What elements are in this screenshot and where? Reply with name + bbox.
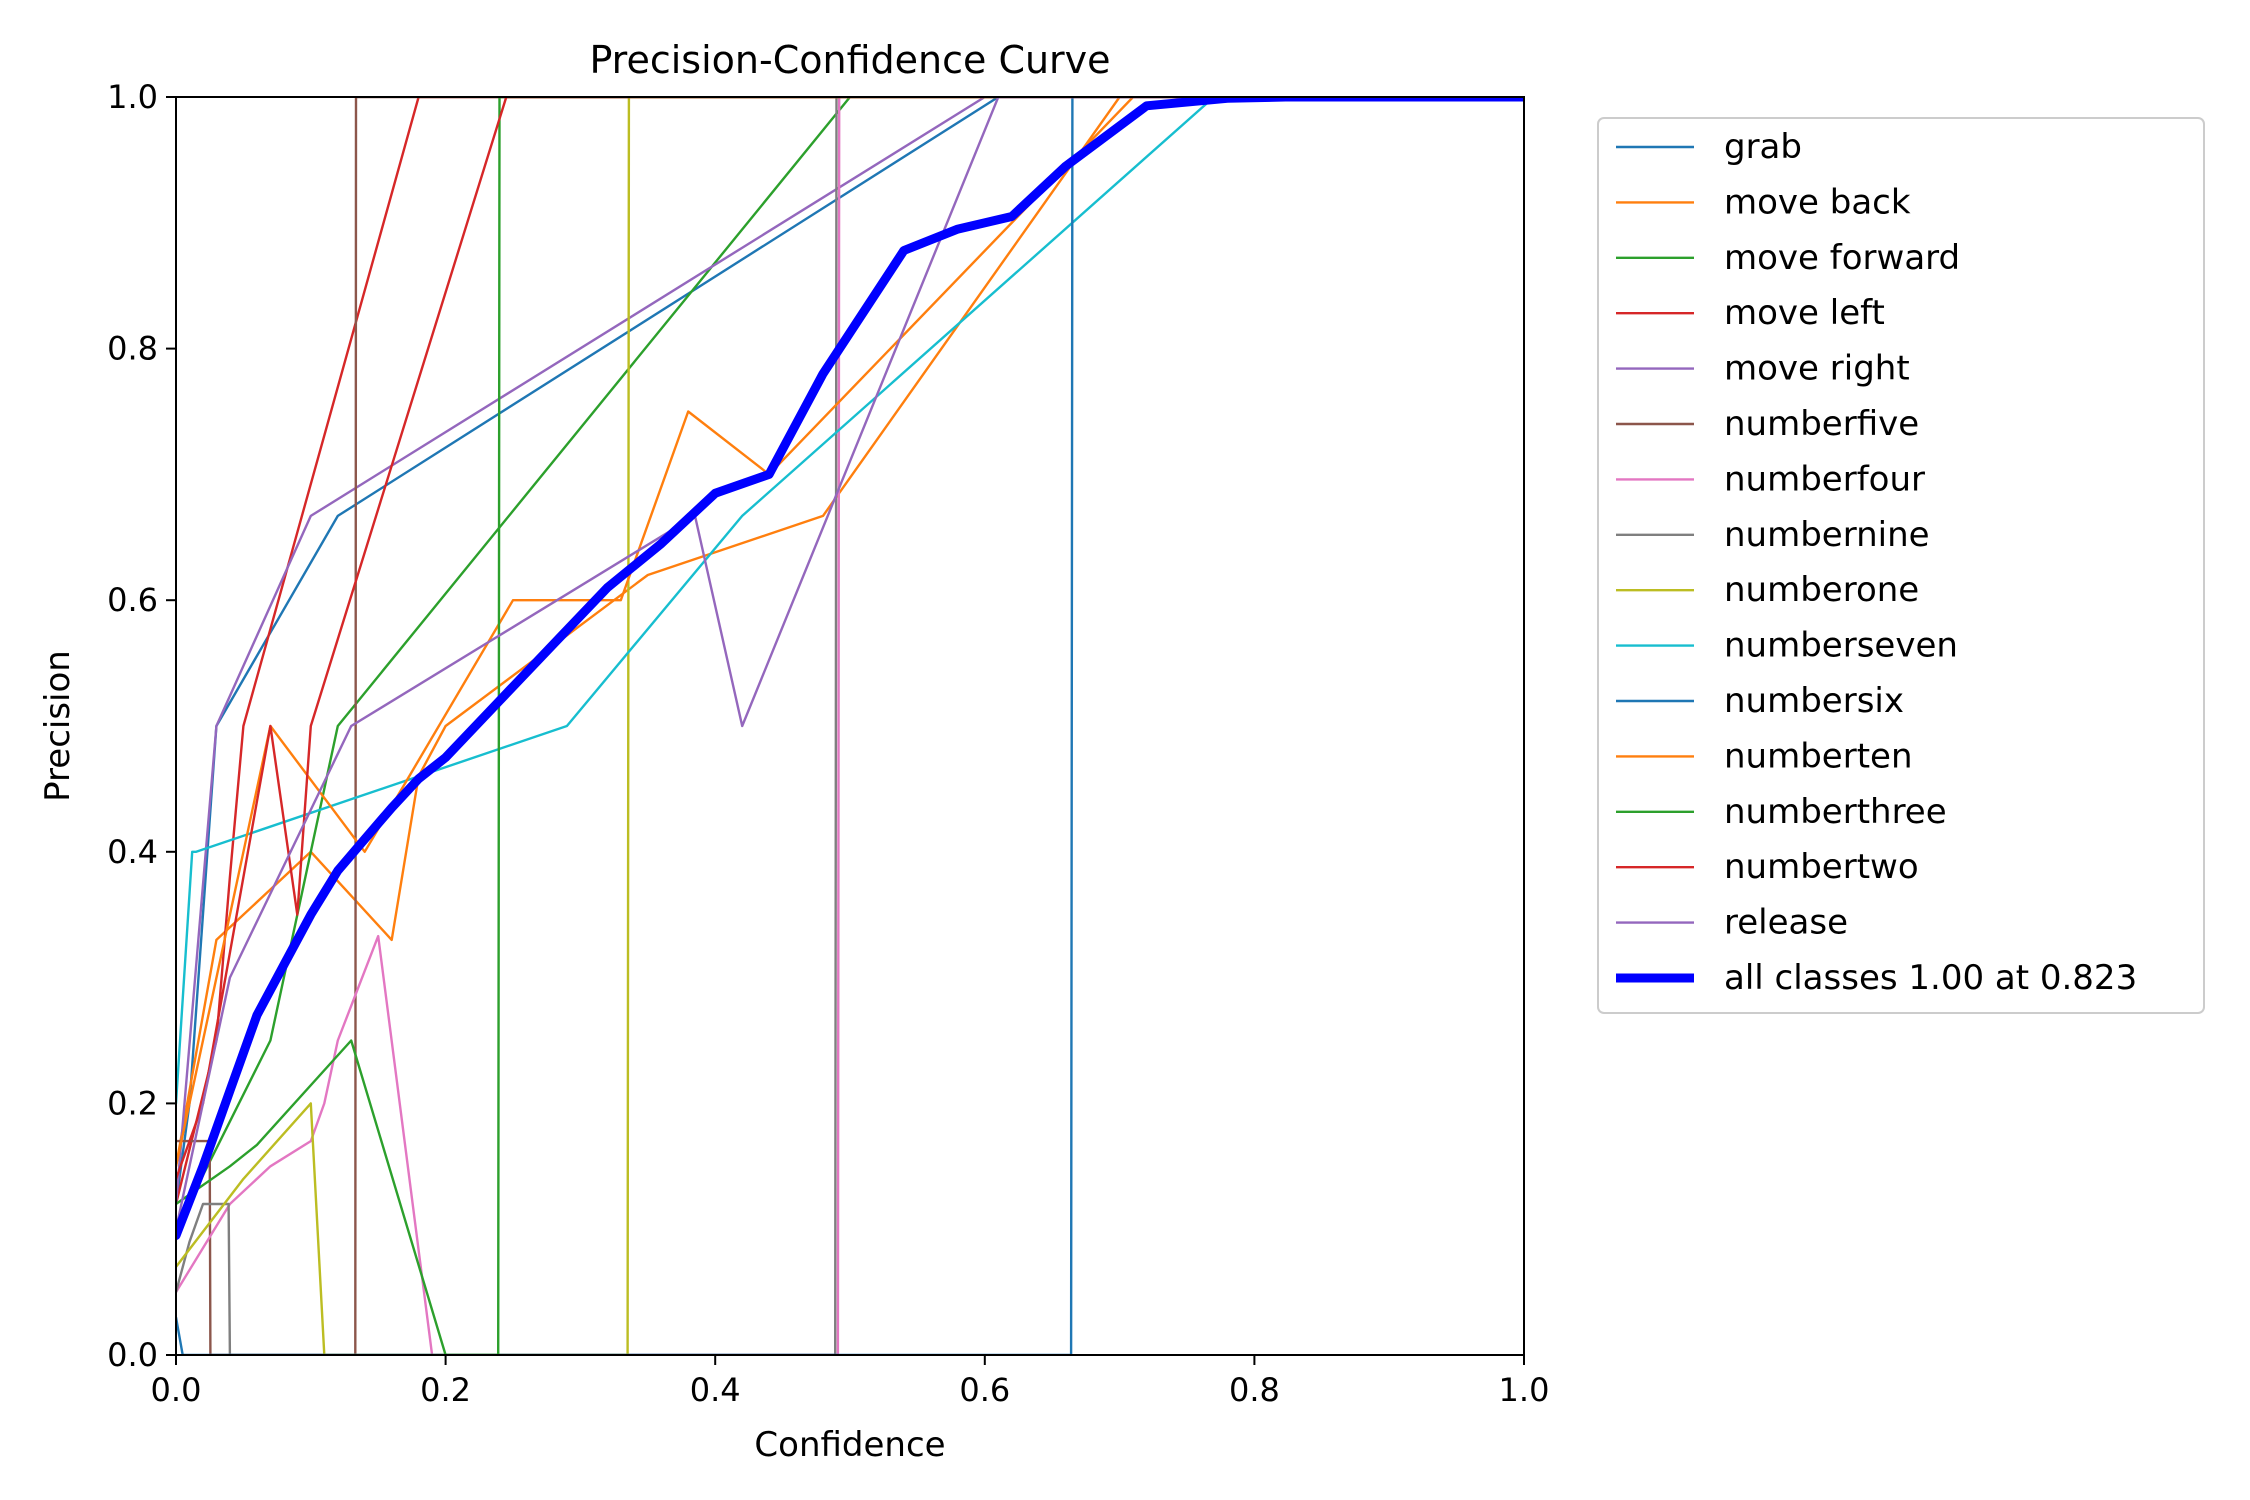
legend-item: numberfour	[1616, 459, 1925, 499]
chart-title: Precision-Confidence Curve	[589, 38, 1110, 82]
legend-item: move forward	[1616, 238, 1960, 278]
legend-item: move left	[1616, 293, 1885, 333]
series-line-move-forward	[176, 97, 1524, 1231]
series-layer	[176, 97, 1524, 1355]
series-line-numbernine	[176, 97, 1524, 1355]
legend-item: numbertwo	[1616, 847, 1919, 887]
y-tick-label: 0.0	[107, 1336, 158, 1374]
legend-item: numberone	[1616, 570, 1919, 610]
legend-item: numberthree	[1616, 792, 1947, 832]
legend-label: numbernine	[1724, 515, 1930, 555]
series-line-numberfour	[176, 97, 1524, 1355]
legend-item: move back	[1616, 182, 1911, 222]
legend-label: numberthree	[1724, 792, 1947, 832]
legend-item: all classes 1.00 at 0.823	[1616, 958, 2137, 998]
x-tick-label: 0.2	[420, 1371, 471, 1409]
plot-area	[175, 96, 1525, 1356]
y-tick-label: 0.6	[107, 581, 158, 619]
y-tick-label: 0.8	[107, 330, 158, 368]
series-line-numberten	[176, 97, 1524, 1168]
legend-label: move left	[1724, 293, 1885, 333]
x-tick-label: 0.0	[151, 1371, 202, 1409]
y-axis-label: Precision	[38, 650, 78, 802]
legend-label: move back	[1724, 182, 1911, 222]
series-line-move-right	[176, 97, 1524, 1206]
legend-item: numberfive	[1616, 404, 1919, 444]
legend-item: numberseven	[1616, 626, 1958, 666]
legend-label: numberten	[1724, 736, 1913, 776]
y-tick-label: 1.0	[107, 78, 158, 116]
y-tick-label: 0.4	[107, 833, 158, 871]
y-tick-label: 0.2	[107, 1084, 158, 1122]
series-line-numberfive	[176, 97, 1524, 1355]
legend-item: numberten	[1616, 736, 1913, 776]
legend-label: numbertwo	[1724, 847, 1919, 887]
legend-item: numbernine	[1616, 515, 1930, 555]
x-axis: 0.0 0.2 0.4 0.6 0.8 1.0	[151, 1355, 1550, 1409]
legend-label: release	[1724, 903, 1848, 943]
legend-item: move right	[1616, 349, 1910, 389]
x-tick-label: 0.6	[959, 1371, 1010, 1409]
x-axis-label: Confidence	[754, 1425, 945, 1465]
legend-entries: grab move back move forward move left move r…	[1616, 127, 2137, 998]
legend-box	[1597, 117, 2205, 1014]
legend-label: move forward	[1724, 238, 1960, 278]
legend-item: grab	[1616, 127, 1802, 167]
legend-label: all classes 1.00 at 0.823	[1724, 958, 2137, 998]
legend-label: move right	[1724, 349, 1910, 389]
legend: grab move back move forward move left move r…	[1597, 117, 2205, 1014]
series-line-numberthree	[176, 97, 1524, 1355]
legend-item: numbersix	[1616, 681, 1904, 721]
series-line-all-classes-1-00-at-0-823	[176, 97, 1524, 1240]
legend-label: numbersix	[1724, 681, 1904, 721]
series-line-grab	[176, 97, 1524, 1206]
x-tick-label: 1.0	[1499, 1371, 1550, 1409]
legend-label: numberfive	[1724, 404, 1919, 444]
x-tick-label: 0.8	[1229, 1371, 1280, 1409]
series-line-move-back	[176, 97, 1524, 1168]
legend-item: release	[1616, 903, 1848, 943]
y-axis: 0.0 0.2 0.4 0.6 0.8 1.0	[107, 78, 176, 1374]
plot-frame	[175, 96, 1525, 1356]
legend-label: grab	[1724, 127, 1802, 167]
legend-label: numberseven	[1724, 626, 1958, 666]
series-line-numberseven	[176, 97, 1524, 1105]
series-line-numbersix	[176, 97, 1524, 1355]
series-line-numberone	[176, 97, 1524, 1355]
x-tick-label: 0.4	[690, 1371, 741, 1409]
legend-label: numberfour	[1724, 459, 1925, 499]
legend-label: numberone	[1724, 570, 1919, 610]
